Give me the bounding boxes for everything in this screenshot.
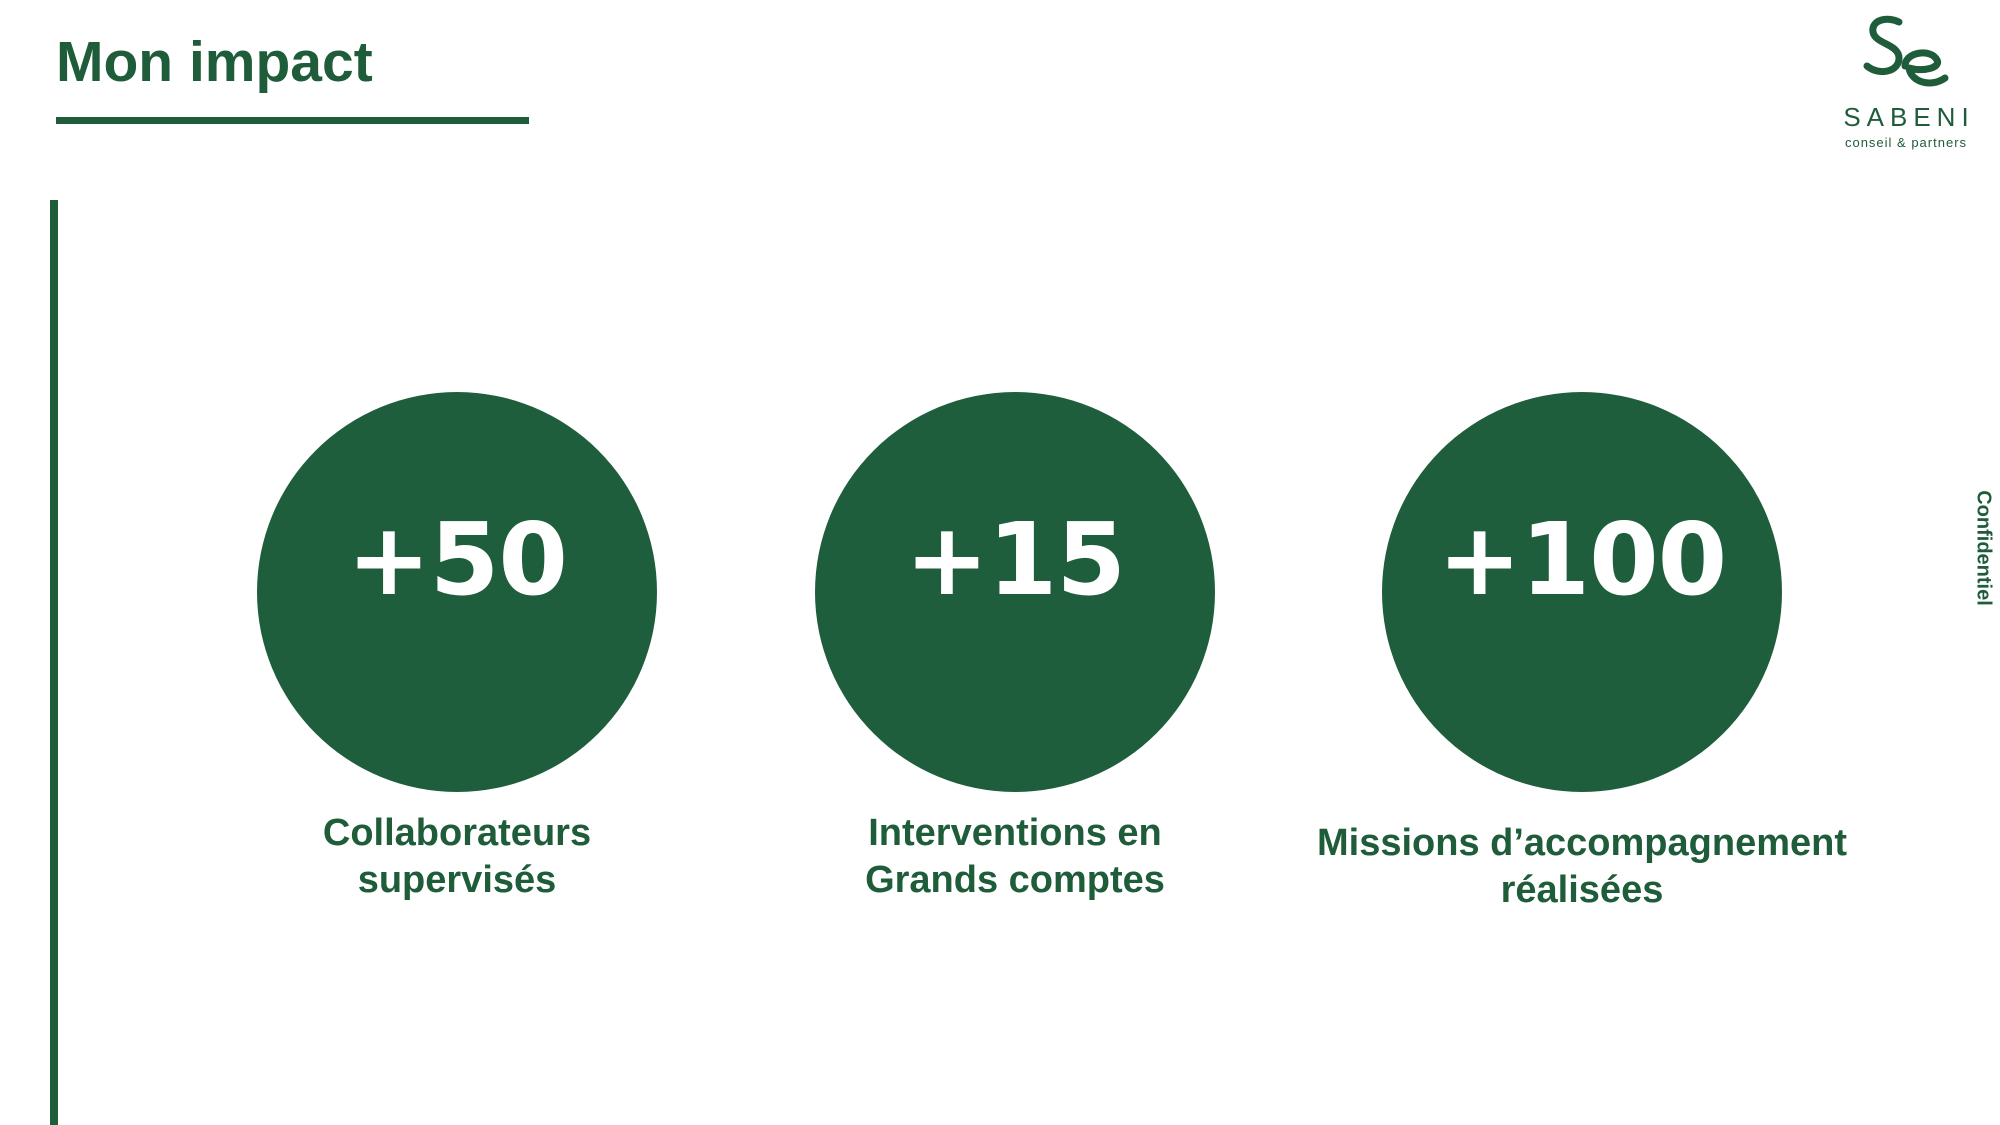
- vertical-rule: [50, 200, 58, 1125]
- stat-value: +15: [905, 501, 1126, 618]
- logo-name: SABENI: [1843, 102, 1975, 132]
- stat-circle: +100: [1382, 392, 1782, 792]
- stat-label-line1: Missions d’accompagnement: [1316, 822, 1847, 864]
- stat-label-line2: Grands comptes: [865, 859, 1165, 901]
- stat-label-line1: Collaborateurs: [322, 812, 592, 854]
- sabeni-logo: SABENI conseil & partners: [1826, 14, 1986, 164]
- stat-value: +100: [1437, 501, 1728, 618]
- stat-label: Interventions en Grands comptes: [865, 810, 1165, 904]
- stat-label-line2: réalisées: [1500, 869, 1664, 911]
- stat-label: Collaborateurs supervisés: [323, 810, 591, 904]
- logo-tagline: conseil & partners: [1844, 135, 1968, 150]
- confidential-label: Confidentiel: [1972, 490, 1995, 606]
- stat-card: +15 Interventions en Grands comptes: [735, 392, 1295, 904]
- stat-label-line2: supervisés: [357, 859, 557, 901]
- se-monogram-icon: [1863, 15, 1949, 87]
- stat-card: +50 Collaborateurs supervisés: [177, 392, 737, 904]
- stat-card: +100 Missions d’accompagnement réalisées: [1302, 392, 1862, 914]
- stat-value: +50: [347, 501, 568, 618]
- page-title: Mon impact: [56, 30, 373, 94]
- stat-circle: +50: [257, 392, 657, 792]
- stat-label: Missions d’accompagnement réalisées: [1317, 820, 1847, 914]
- stat-circle: +15: [815, 392, 1215, 792]
- title-underline: [56, 117, 529, 124]
- stat-label-line1: Interventions en: [868, 812, 1162, 854]
